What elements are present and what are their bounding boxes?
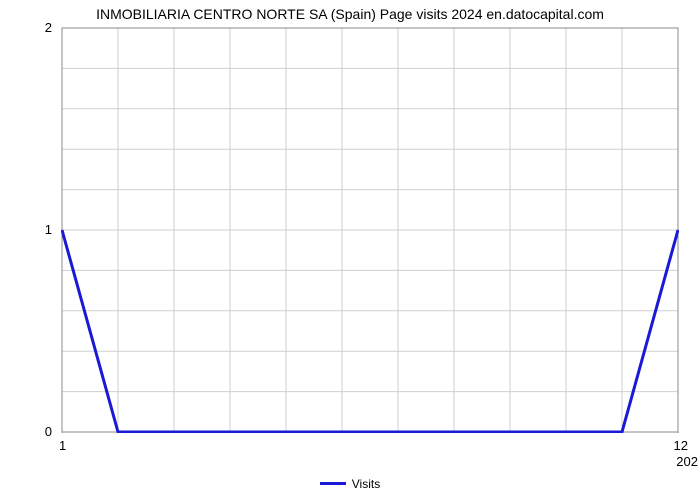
x-tick-label-left: 1 [59,438,66,453]
x-tick-label-right: 12 [658,438,688,453]
legend-swatch [320,482,346,485]
y-tick-label: 0 [0,424,52,439]
y-tick-label: 2 [0,20,52,35]
legend: Visits [0,476,700,491]
legend-label: Visits [352,477,380,491]
chart-root: INMOBILIARIA CENTRO NORTE SA (Spain) Pag… [0,0,700,500]
y-tick-label: 1 [0,222,52,237]
plot-area [61,27,679,433]
x-tick-label-right: 202 [658,454,698,469]
chart-title: INMOBILIARIA CENTRO NORTE SA (Spain) Pag… [0,6,700,22]
